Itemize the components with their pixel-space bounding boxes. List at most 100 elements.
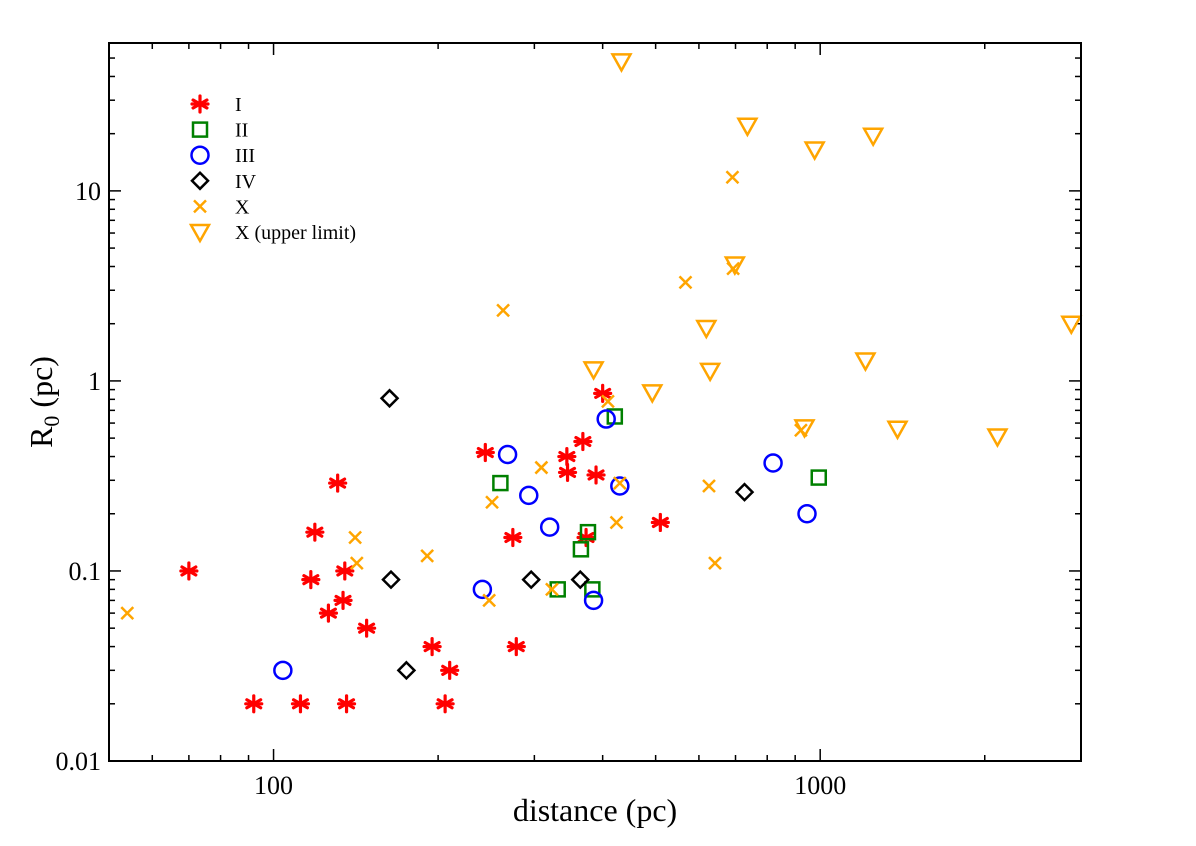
y-tick-label: 0.01 [56, 747, 102, 776]
data-point [328, 473, 348, 493]
data-point [503, 527, 523, 548]
axis-ticks: 100 1000 0.01 0.1 1 10 [56, 42, 1082, 800]
data-point [641, 384, 664, 404]
data-point [702, 479, 716, 493]
data-point [349, 556, 364, 570]
data-point [678, 275, 693, 290]
svg-text:R0 (pc): R0 (pc) [23, 356, 64, 448]
data-point [273, 660, 293, 681]
legend-iv-marker [190, 171, 210, 191]
data-point [534, 460, 549, 475]
y-axis-label: R0 (pc) [23, 356, 64, 448]
data-point [582, 361, 605, 381]
data-point [570, 569, 591, 590]
data-point [521, 569, 541, 590]
data-point [435, 694, 455, 714]
data-point [793, 419, 816, 439]
legend-i-marker [190, 94, 210, 114]
data-point [472, 579, 493, 600]
data-point [348, 530, 363, 545]
data-point [986, 428, 1009, 449]
data-point [854, 352, 877, 373]
data-point [609, 515, 624, 530]
data-point [496, 303, 511, 318]
data-point [593, 383, 613, 403]
x-axis-label: distance (pc) [513, 792, 677, 828]
data-point [244, 694, 264, 714]
series-x [120, 170, 808, 621]
data-point [1060, 315, 1083, 336]
data-point [305, 522, 325, 542]
series-ii [492, 408, 828, 598]
data-point [725, 170, 740, 185]
data-point [862, 127, 885, 148]
data-point [586, 465, 606, 485]
data-point [506, 636, 526, 657]
y-axis-label-unit: (pc) [23, 356, 59, 416]
legend-ii-marker [191, 121, 209, 138]
data-point [695, 319, 718, 340]
series-x-upper-limit [582, 53, 1083, 449]
y-tick-label: 1 [88, 367, 101, 396]
data-point [420, 549, 435, 563]
data-point [723, 256, 746, 277]
data-points [120, 53, 1083, 714]
data-point [557, 446, 577, 467]
data-point [545, 582, 559, 597]
x-tick-label: 100 [254, 771, 293, 800]
data-point [381, 569, 401, 590]
data-point [557, 462, 578, 483]
data-point [333, 590, 353, 610]
data-point [485, 495, 499, 510]
legend-x-label: X [235, 196, 250, 218]
data-point [120, 606, 135, 621]
legend-ii-label: II [235, 120, 248, 142]
data-point [440, 660, 460, 680]
data-point [179, 561, 199, 581]
data-point [492, 474, 509, 492]
series-iii [273, 409, 817, 681]
data-point [734, 482, 755, 502]
data-point [886, 420, 909, 441]
legend-x-upper-limit-marker [188, 223, 212, 244]
data-point [803, 141, 826, 162]
data-point [650, 512, 670, 533]
data-point [318, 603, 339, 623]
data-point [584, 581, 601, 598]
data-point [379, 388, 400, 409]
data-point [572, 541, 590, 558]
data-point [610, 476, 630, 496]
data-point [335, 561, 355, 581]
data-point [396, 660, 417, 681]
data-point [357, 618, 377, 638]
legend-iii-label: III [235, 145, 255, 167]
data-point [422, 636, 442, 657]
y-tick-label: 10 [75, 177, 101, 206]
data-point [736, 117, 759, 138]
data-point [601, 394, 615, 409]
y-tick-label: 0.1 [69, 557, 102, 586]
data-point [301, 570, 321, 590]
data-point [573, 431, 593, 452]
data-point [583, 590, 604, 611]
data-point [519, 485, 539, 506]
data-point [596, 409, 616, 429]
legend-x-marker [193, 199, 207, 214]
data-point [810, 469, 828, 486]
data-point [698, 362, 722, 383]
y-axis-label-subscript: 0 [39, 416, 64, 427]
x-tick-label: 1000 [794, 771, 846, 800]
legend-iv-label: IV [235, 171, 257, 193]
data-point [610, 53, 633, 73]
y-axis-label-main: R [23, 426, 59, 448]
data-point [475, 442, 495, 463]
legend-i-label: I [235, 94, 242, 116]
data-point [579, 523, 597, 541]
series-iv [379, 388, 755, 681]
data-point [797, 504, 817, 524]
data-point [497, 444, 518, 465]
legend-x-upper-limit-label: X (upper limit) [235, 222, 356, 244]
data-point [763, 453, 783, 473]
